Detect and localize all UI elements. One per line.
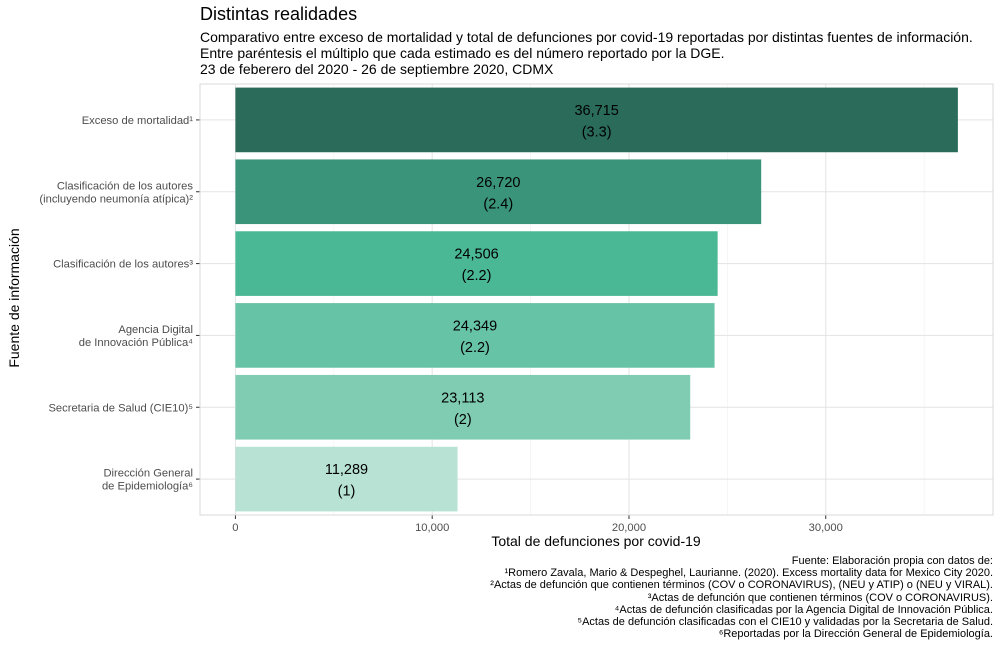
chart-subtitle-line-3: 23 de feberero del 2020 - 26 de septiemb…	[200, 61, 554, 77]
bar	[235, 446, 458, 512]
y-tick-label: Clasificación de los autores	[57, 180, 194, 192]
footnote-3: ³Actas de defunción que contienen términ…	[647, 591, 993, 604]
footnote-1: ¹Romero Zavala, Mario & Despeghel, Lauri…	[504, 567, 994, 580]
bar-value-label: 24,349	[453, 318, 497, 334]
footnote-4: ⁴Actas de defunción clasificadas por la …	[614, 603, 993, 616]
chart-subtitle-line-2: Entre paréntesis el múltiplo que cada es…	[200, 45, 725, 61]
x-tick-label: 30,000	[809, 522, 843, 534]
y-axis-label: Fuente de información	[6, 228, 22, 368]
chart-title: Distintas realidades	[200, 4, 358, 24]
bar-value-label: 24,506	[454, 247, 498, 263]
y-tick-label: (incluyendo neumonía atípica)²	[39, 193, 193, 205]
bar	[235, 231, 718, 296]
bar-value-label: 23,113	[441, 390, 484, 406]
bar	[235, 303, 715, 368]
y-tick-label: Clasificación de los autores³	[53, 259, 193, 271]
chart-subtitle-line-1: Comparativo entre exceso de mortalidad y…	[200, 29, 973, 45]
footnote-source: Fuente: Elaboración propia con datos de:	[791, 555, 993, 567]
bar-multiple-label: (3.3)	[582, 124, 612, 140]
x-tick-label: 20,000	[612, 522, 646, 534]
y-tick-label: Secretaria de Salud (CIE10)⁵	[48, 402, 193, 414]
bar-value-label: 11,289	[325, 462, 368, 478]
bar	[235, 159, 762, 225]
bar-multiple-label: (2.4)	[483, 196, 513, 212]
bar-multiple-label: (1)	[338, 484, 356, 500]
y-tick-label: de Innovación Pública⁴	[79, 337, 193, 349]
footnote-6: ⁶Reportadas por la Dirección General de …	[718, 628, 993, 641]
bar-multiple-label: (2.2)	[460, 340, 490, 356]
y-tick-label: Agencia Digital	[118, 324, 193, 336]
source-footnotes: Fuente: Elaboración propia con datos de:…	[490, 555, 993, 640]
bar-value-label: 36,715	[574, 103, 618, 119]
footnote-5: ⁵Actas de defunción clasificadas con el …	[577, 616, 993, 629]
footnote-2: ²Actas de defunción que contienen términ…	[490, 579, 993, 592]
x-tick-label: 0	[232, 522, 238, 534]
plot-panel-border	[199, 83, 994, 516]
bar-multiple-label: (2)	[454, 412, 472, 428]
x-tick-label: 10,000	[415, 522, 449, 534]
bar-multiple-label: (2.2)	[462, 268, 492, 284]
y-tick-label: Dirección General	[103, 468, 193, 480]
y-tick-label: Exceso de mortalidad¹	[82, 115, 194, 127]
y-tick-label: de Epidemiología⁶	[102, 481, 193, 493]
x-axis-label: Total de defunciones por covid-19	[491, 533, 701, 549]
bar-value-label: 26,720	[476, 175, 520, 191]
bar	[235, 87, 958, 153]
bar	[235, 374, 691, 440]
